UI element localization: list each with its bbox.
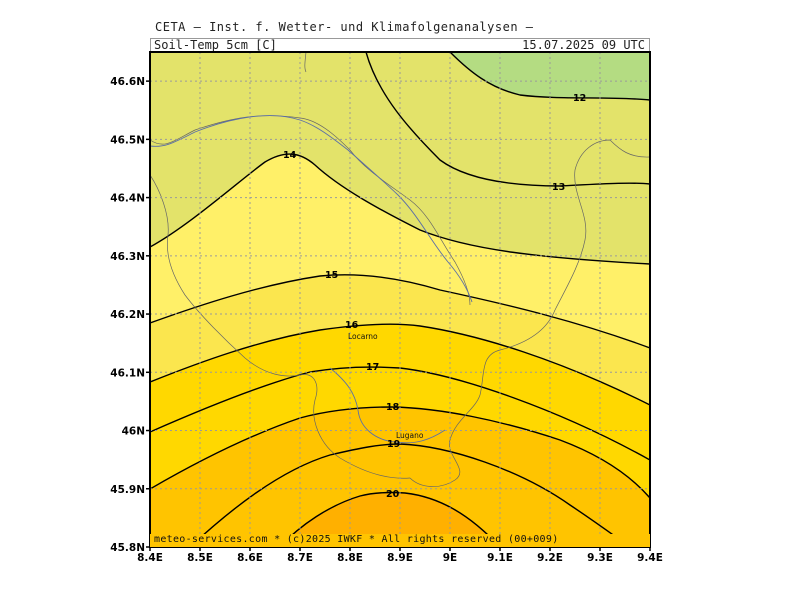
lake-lines — [150, 115, 473, 444]
map-fill-layer — [150, 52, 650, 547]
y-tick-label: 45.9N — [110, 484, 145, 496]
x-tick-label: 9.3E — [587, 552, 613, 564]
copyright-footer: meteo-services.com * (c)2025 IWKF * All … — [150, 534, 650, 547]
contour-labels: 12 13 14 15 16 17 18 19 20 — [283, 93, 586, 500]
variable-label: Soil-Temp_5cm_[C] — [154, 38, 277, 52]
contour-15 — [150, 274, 650, 349]
x-tick-label: 8.7E — [287, 552, 313, 564]
contour-label-12: 12 — [573, 93, 586, 104]
y-tick-label: 45.8N — [110, 542, 145, 554]
contour-17 — [150, 366, 650, 461]
contour-14 — [150, 153, 650, 265]
contour-18 — [150, 406, 650, 499]
city-label-lugano: Lugano — [396, 431, 424, 440]
y-tick-label: 46.2N — [110, 309, 145, 321]
border-lines — [150, 52, 650, 487]
x-tick-label: 8.4E — [137, 552, 163, 564]
contour-16 — [150, 323, 650, 406]
y-tick-label: 46.6N — [110, 76, 145, 88]
contour-label-16: 16 — [345, 320, 359, 331]
x-tick-label: 9E — [443, 552, 457, 564]
contour-label-19: 19 — [387, 439, 400, 450]
x-tick-label: 8.5E — [187, 552, 213, 564]
page-title: CETA — Inst. f. Wetter- und Klimafolgena… — [155, 20, 534, 34]
x-tick-label: 9.4E — [637, 552, 663, 564]
y-tick-label: 46.4N — [110, 193, 145, 205]
y-tick-label: 46.3N — [110, 251, 145, 263]
city-label-locarno: Locarno — [348, 332, 378, 341]
x-tick-label: 9.2E — [537, 552, 563, 564]
y-axis-ticks: 45.8N 45.9N 46N 46.1N 46.2N 46.3N 46.4N 46.5N 46… — [110, 76, 150, 554]
x-tick-label: 8.9E — [387, 552, 413, 564]
contour-13 — [365, 52, 650, 187]
x-tick-label: 9.1E — [487, 552, 513, 564]
contour-label-15: 15 — [325, 270, 338, 281]
lake-lugano — [329, 367, 446, 444]
contour-12 — [449, 52, 650, 101]
x-axis-ticks: 8.4E 8.5E 8.6E 8.7E 8.8E 8.9E 9E 9.1E 9.2E 9.3E 9.… — [137, 547, 663, 564]
map-subheader: Soil-Temp_5cm_[C] 15.07.2025 09 UTC — [150, 38, 650, 52]
valid-time-label: 15.07.2025 09 UTC — [522, 38, 645, 52]
contour-label-18: 18 — [386, 402, 400, 413]
grid-lines — [150, 52, 650, 547]
x-tick-label: 8.8E — [337, 552, 363, 564]
border-line-b — [150, 174, 411, 479]
y-tick-label: 46N — [122, 426, 145, 438]
y-tick-label: 46.5N — [110, 134, 145, 146]
x-tick-label: 8.6E — [237, 552, 263, 564]
contour-label-13: 13 — [552, 182, 565, 193]
y-tick-label: 46.1N — [110, 367, 145, 379]
copyright-text: meteo-services.com * (c)2025 IWKF * All … — [154, 534, 559, 545]
lake-maggiore-north — [150, 115, 473, 303]
contour-label-20: 20 — [386, 489, 400, 500]
border-line-c — [409, 139, 650, 487]
border-line-d — [304, 52, 307, 73]
contour-20 — [279, 491, 501, 547]
border-line-a — [150, 115, 471, 306]
contour-label-14: 14 — [283, 150, 297, 161]
contour-label-17: 17 — [366, 362, 379, 373]
